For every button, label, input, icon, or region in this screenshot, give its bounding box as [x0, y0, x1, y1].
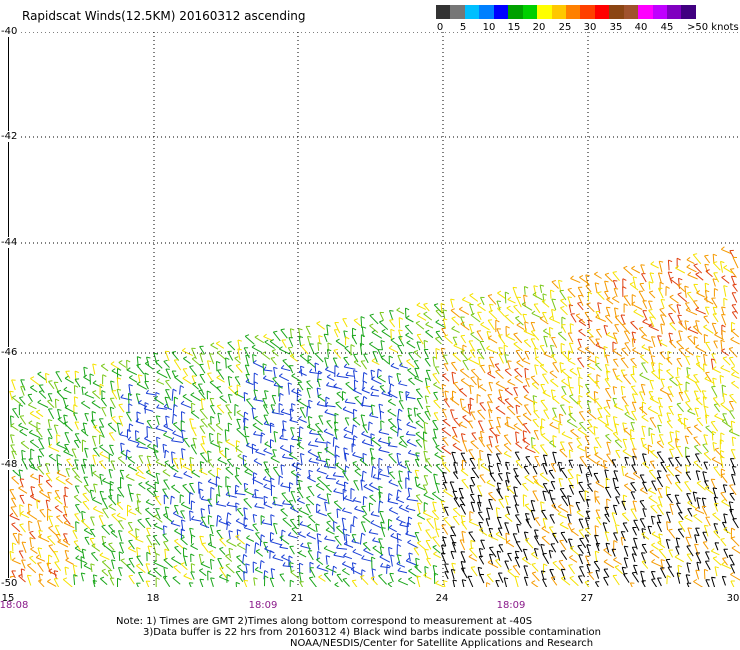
colorbar-swatch — [594, 5, 610, 19]
colorbar-swatch — [638, 5, 653, 19]
colorbar-label: 20 — [532, 22, 546, 33]
wind-barbs — [9, 246, 740, 587]
colorbar-swatch — [537, 5, 552, 19]
colorbar-label: 5 — [459, 22, 467, 33]
colorbar-label: 25 — [558, 22, 572, 33]
longitude-label: 18 — [146, 593, 160, 604]
colorbar-swatch — [508, 5, 523, 19]
colorbar-swatch — [450, 5, 465, 19]
wind-map-plot — [8, 32, 740, 587]
colorbar-swatch — [479, 5, 494, 19]
colorbar-swatch — [623, 5, 639, 19]
colorbar-label: 15 — [507, 22, 521, 33]
graticule — [9, 32, 740, 587]
colorbar-swatch — [609, 5, 624, 19]
time-label: 18:08 — [0, 600, 29, 611]
colorbar-swatch — [652, 5, 667, 19]
colorbar-label: >50 knots — [687, 22, 739, 33]
time-label: 18:09 — [248, 600, 278, 611]
latitude-label: -50 — [0, 578, 19, 589]
note-line-2: 3)Data buffer is 22 hrs from 20160312 4)… — [143, 627, 601, 638]
colorbar-label: 0 — [436, 22, 444, 33]
colorbar-swatch — [493, 5, 509, 19]
colorbar-swatch — [436, 5, 451, 19]
colorbar-swatch — [522, 5, 538, 19]
latitude-label: -40 — [0, 26, 19, 37]
longitude-label: 27 — [580, 593, 594, 604]
colorbar-label: 30 — [583, 22, 597, 33]
map-title: Rapidscat Winds(12.5KM) 20160312 ascendi… — [22, 9, 306, 23]
colorbar-label: 35 — [609, 22, 623, 33]
time-label: 18:09 — [496, 600, 526, 611]
colorbar-swatch — [580, 5, 595, 19]
longitude-label: 30 — [726, 593, 740, 604]
latitude-label: -42 — [0, 131, 19, 142]
latitude-label: -46 — [0, 347, 19, 358]
latitude-label: -48 — [0, 459, 19, 470]
colorbar-swatch — [667, 5, 682, 19]
graticule-overlay — [9, 32, 740, 587]
colorbar-swatch — [551, 5, 566, 19]
latitude-label: -44 — [0, 237, 19, 248]
colorbar-swatch — [464, 5, 480, 19]
colorbar-label: 40 — [634, 22, 648, 33]
note-line-3: NOAA/NESDIS/Center for Satellite Applica… — [290, 638, 594, 649]
longitude-label: 15 — [1, 593, 15, 604]
colorbar-swatch — [681, 5, 696, 19]
longitude-label: 21 — [290, 593, 304, 604]
wind-speed-colorbar — [436, 5, 696, 19]
colorbar-label: 10 — [482, 22, 496, 33]
note-line-1: Note: 1) Times are GMT 2)Times along bot… — [116, 616, 533, 627]
wind-barb-field — [9, 32, 740, 587]
colorbar-label: 45 — [660, 22, 674, 33]
colorbar-swatch — [565, 5, 581, 19]
longitude-label: 24 — [435, 593, 449, 604]
